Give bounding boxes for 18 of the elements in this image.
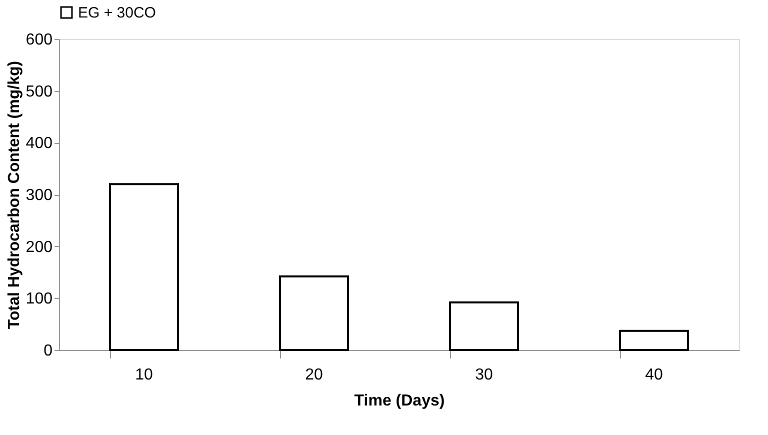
y-tick-label: 0 [44, 342, 53, 360]
x-tick-label: 40 [645, 366, 663, 384]
y-tick-label: 200 [26, 238, 53, 256]
bar [619, 330, 689, 351]
y-tick-label: 300 [26, 187, 53, 204]
y-tick-label: 600 [26, 32, 53, 48]
bar [449, 301, 519, 351]
y-tick-label: 100 [26, 290, 53, 308]
bar [279, 275, 349, 351]
y-tick-label: 500 [26, 83, 53, 100]
y-axis-title: Total Hydrocarbon Content (mg/kg) [6, 60, 23, 330]
legend-label: EG + 30CO [78, 4, 156, 22]
y-tick-label: 400 [26, 135, 53, 152]
x-tick-label: 20 [305, 366, 323, 384]
x-tick-label: 30 [475, 366, 493, 384]
x-axis-title: Time (Days) [354, 392, 445, 410]
bar [109, 183, 179, 351]
x-tick-label: 10 [135, 366, 153, 384]
